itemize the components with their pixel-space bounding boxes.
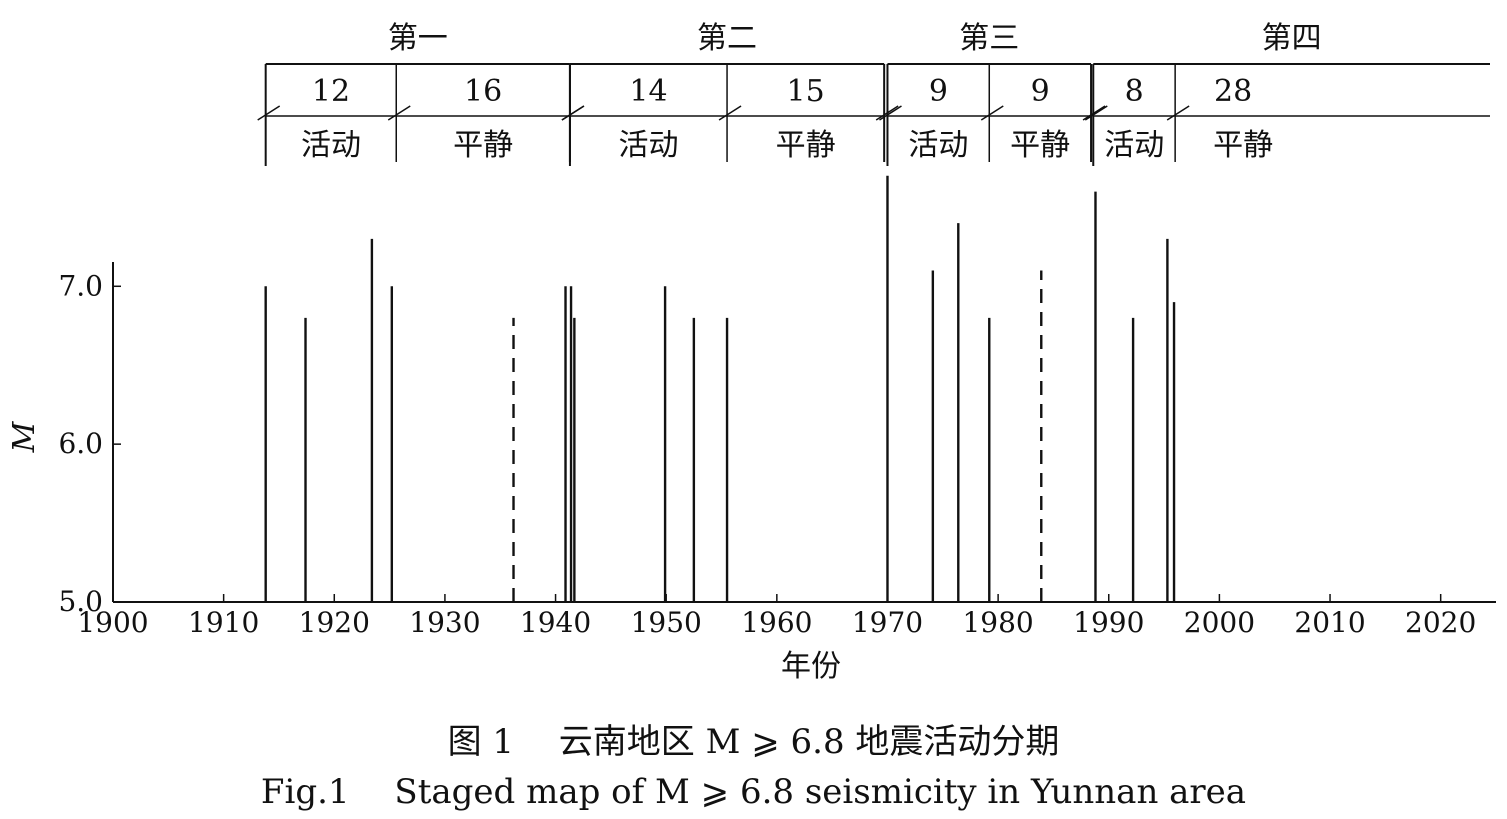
y-tick-label: 7.0 xyxy=(58,269,103,302)
interval-slash xyxy=(1084,105,1108,121)
x-tick-label: 1970 xyxy=(852,606,923,639)
active-label: 活动 xyxy=(618,128,678,163)
interval-slash xyxy=(980,105,1004,121)
x-tick-label: 2010 xyxy=(1294,606,1365,639)
x-tick-label: 1910 xyxy=(188,606,259,639)
interval-slash xyxy=(257,105,281,121)
x-tick-label: 2000 xyxy=(1184,606,1255,639)
quiet-label: 平静 xyxy=(1213,128,1273,163)
quiet-years-count: 9 xyxy=(1031,74,1050,109)
x-tick-label: 1900 xyxy=(77,606,148,639)
active-label: 活动 xyxy=(908,128,968,163)
active-label: 活动 xyxy=(1104,128,1164,163)
x-tick-label: 2020 xyxy=(1405,606,1476,639)
active-years-count: 14 xyxy=(629,74,667,109)
interval-slash xyxy=(879,105,902,121)
y-tick-label: 5.0 xyxy=(58,585,103,618)
figure-caption-chinese: 图 1 云南地区 M ⩾ 6.8 地震活动分期 xyxy=(447,722,1060,762)
quiet-label: 平静 xyxy=(1010,128,1070,163)
quiet-years-count: 28 xyxy=(1214,74,1252,109)
figure-caption-english: Fig.1 Staged map of M ⩾ 6.8 seismicity i… xyxy=(260,772,1247,812)
quiet-years-count: 16 xyxy=(464,74,502,109)
period-title: 第四 xyxy=(1262,21,1322,56)
x-tick-label: 1980 xyxy=(962,606,1033,639)
quiet-label: 平静 xyxy=(776,128,836,163)
y-axis-label: M xyxy=(7,420,42,453)
x-axis-label: 年份 xyxy=(781,649,841,684)
interval-slash xyxy=(718,105,742,121)
period-title: 第二 xyxy=(697,21,757,56)
period-title: 第一 xyxy=(388,21,448,56)
interval-slash xyxy=(1166,105,1190,121)
active-years-count: 9 xyxy=(929,74,948,109)
quiet-years-count: 15 xyxy=(787,74,825,109)
interval-slash xyxy=(387,105,411,121)
active-years-count: 8 xyxy=(1125,74,1144,109)
active-label: 活动 xyxy=(301,128,361,163)
quiet-label: 平静 xyxy=(453,128,513,163)
y-tick-label: 6.0 xyxy=(58,427,103,460)
x-tick-label: 1940 xyxy=(520,606,591,639)
x-tick-label: 1990 xyxy=(1073,606,1144,639)
x-tick-label: 1960 xyxy=(741,606,812,639)
x-tick-label: 1920 xyxy=(299,606,370,639)
x-tick-label: 1950 xyxy=(631,606,702,639)
interval-slash xyxy=(561,105,585,121)
period-title: 第三 xyxy=(959,21,1019,56)
axes: 1900 1910 1920 1930 1940 1950 1960 1970 1980 1990… xyxy=(58,262,1496,639)
x-tick-label: 1930 xyxy=(409,606,480,639)
active-years-count: 12 xyxy=(312,74,350,109)
earthquake-events xyxy=(264,175,1176,602)
